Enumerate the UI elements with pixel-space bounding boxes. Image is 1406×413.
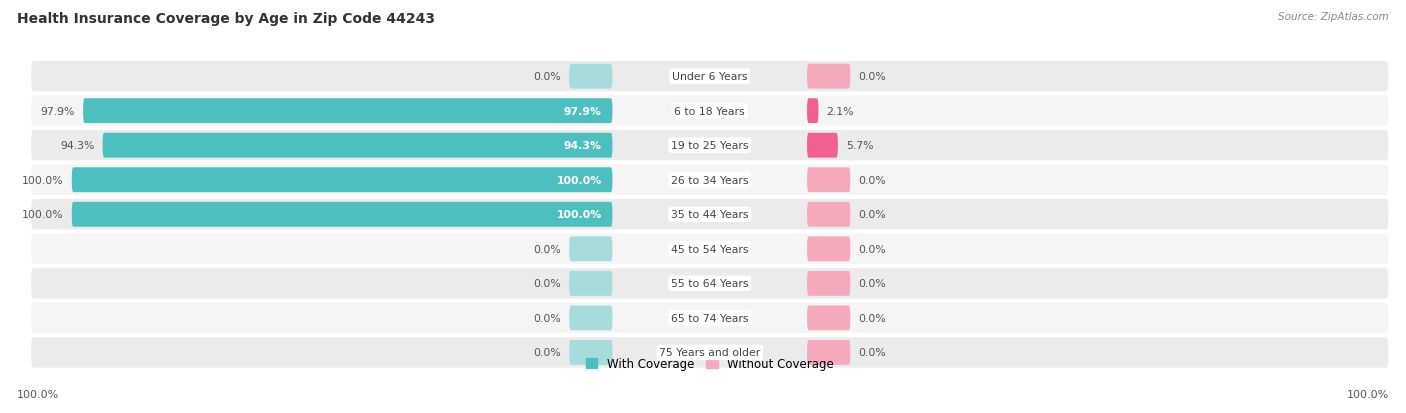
Text: 100.0%: 100.0% [557, 210, 602, 220]
Text: Under 6 Years: Under 6 Years [672, 72, 748, 82]
FancyBboxPatch shape [31, 337, 1388, 368]
Text: Health Insurance Coverage by Age in Zip Code 44243: Health Insurance Coverage by Age in Zip … [17, 12, 434, 26]
FancyBboxPatch shape [31, 303, 1388, 333]
Text: 100.0%: 100.0% [22, 210, 63, 220]
FancyBboxPatch shape [31, 131, 1388, 161]
Text: 100.0%: 100.0% [1347, 389, 1389, 399]
FancyBboxPatch shape [31, 62, 1388, 92]
FancyBboxPatch shape [72, 168, 613, 193]
FancyBboxPatch shape [569, 340, 613, 365]
Text: 0.0%: 0.0% [533, 279, 561, 289]
Text: Source: ZipAtlas.com: Source: ZipAtlas.com [1278, 12, 1389, 22]
Text: 100.0%: 100.0% [557, 175, 602, 185]
Text: 0.0%: 0.0% [533, 313, 561, 323]
Text: 0.0%: 0.0% [859, 313, 886, 323]
FancyBboxPatch shape [569, 237, 613, 261]
FancyBboxPatch shape [569, 306, 613, 330]
Text: 0.0%: 0.0% [859, 279, 886, 289]
FancyBboxPatch shape [31, 268, 1388, 299]
Text: 26 to 34 Years: 26 to 34 Years [671, 175, 748, 185]
Text: 75 Years and older: 75 Years and older [659, 348, 761, 358]
Text: 55 to 64 Years: 55 to 64 Years [671, 279, 748, 289]
FancyBboxPatch shape [807, 133, 838, 158]
Text: 0.0%: 0.0% [533, 72, 561, 82]
FancyBboxPatch shape [807, 306, 851, 330]
FancyBboxPatch shape [807, 340, 851, 365]
Text: 45 to 54 Years: 45 to 54 Years [671, 244, 748, 254]
FancyBboxPatch shape [83, 99, 613, 124]
Text: 0.0%: 0.0% [859, 72, 886, 82]
FancyBboxPatch shape [103, 133, 613, 158]
FancyBboxPatch shape [807, 168, 851, 193]
FancyBboxPatch shape [807, 202, 851, 227]
FancyBboxPatch shape [31, 234, 1388, 264]
Legend: With Coverage, Without Coverage: With Coverage, Without Coverage [585, 358, 834, 370]
Text: 97.9%: 97.9% [564, 107, 602, 116]
Text: 6 to 18 Years: 6 to 18 Years [675, 107, 745, 116]
FancyBboxPatch shape [31, 199, 1388, 230]
FancyBboxPatch shape [569, 64, 613, 89]
Text: 94.3%: 94.3% [564, 141, 602, 151]
Text: 65 to 74 Years: 65 to 74 Years [671, 313, 748, 323]
Text: 2.1%: 2.1% [827, 107, 853, 116]
Text: 100.0%: 100.0% [17, 389, 59, 399]
FancyBboxPatch shape [807, 64, 851, 89]
Text: 94.3%: 94.3% [60, 141, 94, 151]
FancyBboxPatch shape [807, 99, 818, 124]
FancyBboxPatch shape [807, 271, 851, 296]
Text: 5.7%: 5.7% [846, 141, 873, 151]
Text: 35 to 44 Years: 35 to 44 Years [671, 210, 748, 220]
Text: 0.0%: 0.0% [859, 175, 886, 185]
Text: 97.9%: 97.9% [41, 107, 75, 116]
Text: 0.0%: 0.0% [859, 348, 886, 358]
Text: 0.0%: 0.0% [859, 210, 886, 220]
FancyBboxPatch shape [31, 96, 1388, 126]
FancyBboxPatch shape [31, 165, 1388, 195]
FancyBboxPatch shape [72, 202, 613, 227]
FancyBboxPatch shape [807, 237, 851, 261]
Text: 0.0%: 0.0% [859, 244, 886, 254]
FancyBboxPatch shape [569, 271, 613, 296]
Text: 19 to 25 Years: 19 to 25 Years [671, 141, 748, 151]
Text: 0.0%: 0.0% [533, 348, 561, 358]
Text: 0.0%: 0.0% [533, 244, 561, 254]
Text: 100.0%: 100.0% [22, 175, 63, 185]
